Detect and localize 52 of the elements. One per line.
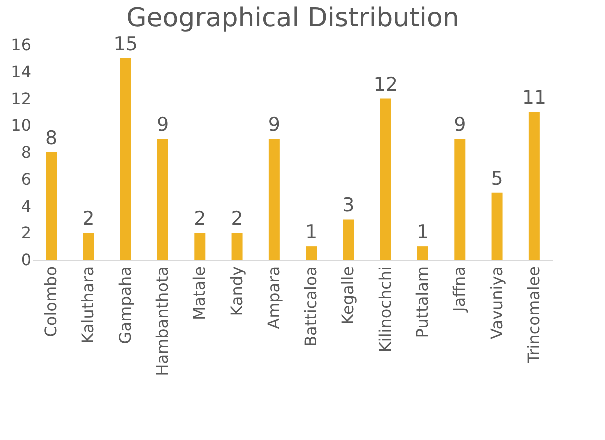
data-label: 12 [374,74,398,96]
bar [380,98,392,260]
bar [83,233,94,260]
data-label: 5 [491,168,504,190]
data-label: 9 [268,114,280,136]
x-tick-label: Jaffna [450,266,470,313]
data-label: 2 [231,208,244,230]
bar [120,58,132,260]
x-tick-label: Vavuniya [487,266,506,340]
x-tick-label: Puttalam [413,266,432,338]
data-label: 2 [194,208,206,230]
y-tick-label: 0 [21,250,32,270]
bar [343,220,354,260]
data-label: 15 [114,33,138,56]
bar [492,192,503,260]
data-label: 1 [306,222,318,244]
x-tick-label: Hambanthota [153,266,172,376]
bar [158,139,168,260]
y-tick-label: 2 [21,224,32,243]
bar [194,233,206,260]
x-tick-label: Batticaloa [302,266,321,347]
x-tick-label: Kandy [227,266,246,316]
data-label: 3 [342,194,355,217]
y-tick-label: 10 [11,116,32,136]
y-tick-label: 4 [21,196,32,216]
data-label: 1 [416,222,430,244]
y-tick-label: 14 [11,62,32,82]
y-tick-label: 12 [11,89,32,108]
x-tick-label: Ampara [264,266,284,330]
data-label: 11 [522,87,547,110]
x-tick-label: Trincomalee [524,266,544,364]
y-tick-label: 16 [11,36,32,54]
x-tick-label: Matale [190,266,210,320]
y-tick-label: 8 [21,143,32,162]
data-label: 8 [46,128,58,150]
bar [528,112,540,260]
bar [418,246,428,260]
y-tick-label: 6 [21,170,32,189]
x-tick-label: Kegalle [338,266,358,325]
bar [454,139,466,260]
data-label: 2 [82,208,95,230]
data-label: 9 [454,114,466,136]
x-tick-label: Colombo [42,266,61,338]
bar [268,139,280,260]
x-tick-label: Gampaha [116,266,135,344]
bar [306,246,318,260]
data-label: 9 [156,114,170,136]
bar [46,152,58,260]
bar [232,233,243,260]
chart-title: Geographical Distribution [126,3,460,34]
x-tick-label: Kaluthara [78,266,98,344]
x-tick-label: Kilinochchi [376,266,395,353]
